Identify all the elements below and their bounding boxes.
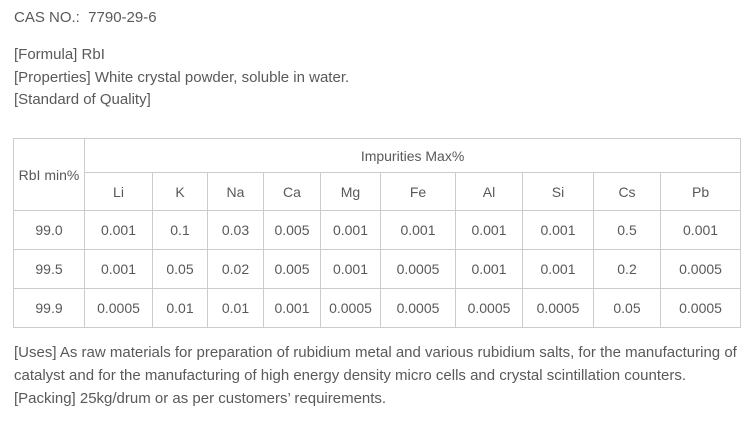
- value-cell: 0.005: [263, 249, 321, 289]
- table-row: 99.0 0.001 0.1 0.03 0.005 0.001 0.001 0.…: [13, 210, 742, 250]
- value-cell: 0.0005: [522, 288, 594, 328]
- value-cell: 0.001: [455, 249, 523, 289]
- value-cell: 0.005: [263, 210, 321, 250]
- spec-block: [Formula] RbI [Properties] White crystal…: [14, 44, 349, 112]
- element-header-cell-fe: Fe: [380, 172, 456, 211]
- element-header-cell-si: Si: [522, 172, 594, 211]
- value-cell: 0.001: [84, 249, 153, 289]
- value-cell: 0.1: [152, 210, 208, 250]
- value-cell: 0.5: [593, 210, 661, 250]
- table-row: 99.9 0.0005 0.01 0.01 0.001 0.0005 0.000…: [13, 288, 742, 328]
- cas-number-line: CAS NO.: 7790-29-6: [14, 9, 157, 26]
- element-header-cell-k: K: [152, 172, 208, 211]
- rbi-min-cell: 99.9: [13, 288, 85, 328]
- value-cell: 0.001: [263, 288, 321, 328]
- uses-line-2: catalyst and for the manufacturing of hi…: [14, 367, 686, 384]
- element-header-cell-mg: Mg: [320, 172, 381, 211]
- value-cell: 0.001: [320, 249, 381, 289]
- value-cell: 0.001: [84, 210, 153, 250]
- value-cell: 0.03: [207, 210, 264, 250]
- value-cell: 0.001: [320, 210, 381, 250]
- element-header-cell-li: Li: [84, 172, 153, 211]
- element-header-cell-ca: Ca: [263, 172, 321, 211]
- formula-line: [Formula] RbI: [14, 46, 105, 63]
- rbi-min-cell: 99.5: [13, 249, 85, 289]
- value-cell: 0.0005: [380, 288, 456, 328]
- corner-header-cell: RbI min%: [13, 138, 85, 211]
- standard-of-quality-line: [Standard of Quality]: [14, 91, 151, 108]
- value-cell: 0.001: [455, 210, 523, 250]
- value-cell: 0.001: [659, 210, 742, 250]
- packing-line: [Packing] 25kg/drum or as per customers’…: [14, 390, 387, 407]
- uses-line-1: [Uses] As raw materials for preparation …: [14, 344, 737, 361]
- impurities-group-header-cell: Impurities Max%: [83, 138, 742, 173]
- value-cell: 0.0005: [84, 288, 153, 328]
- properties-line: [Properties] White crystal powder, solub…: [14, 68, 350, 86]
- table-header-row: RbI min% Impurities Max%: [13, 138, 742, 211]
- quality-standards-table: RbI min% Impurities Max% Li K Na Ca Mg F…: [13, 138, 742, 328]
- value-cell: 0.01: [152, 288, 208, 328]
- element-header-row: Li K Na Ca Mg Fe Al Si Cs Pb: [14, 172, 742, 211]
- value-cell: 0.05: [152, 249, 208, 289]
- element-header-cell-al: Al: [455, 172, 523, 211]
- value-cell: 0.001: [522, 249, 594, 289]
- element-header-cell-na: Na: [207, 172, 264, 211]
- value-cell: 0.001: [522, 210, 594, 250]
- rbi-min-cell: 99.0: [13, 210, 85, 250]
- table-row: 99.5 0.001 0.05 0.02 0.005 0.001 0.0005 …: [13, 249, 742, 289]
- value-cell: 0.2: [593, 249, 661, 289]
- value-cell: 0.0005: [320, 288, 381, 328]
- element-header-cell-pb: Pb: [659, 172, 742, 211]
- value-cell: 0.0005: [455, 288, 523, 328]
- value-cell: 0.02: [207, 249, 264, 289]
- value-cell: 0.001: [380, 210, 456, 250]
- element-header-cell-cs: Cs: [593, 172, 661, 211]
- value-cell: 0.05: [593, 288, 661, 328]
- value-cell: 0.0005: [659, 249, 742, 289]
- value-cell: 0.0005: [380, 249, 456, 289]
- bottom-text-block: [Uses] As raw materials for preparation …: [14, 341, 737, 410]
- value-cell: 0.0005: [659, 288, 742, 328]
- value-cell: 0.01: [207, 288, 264, 328]
